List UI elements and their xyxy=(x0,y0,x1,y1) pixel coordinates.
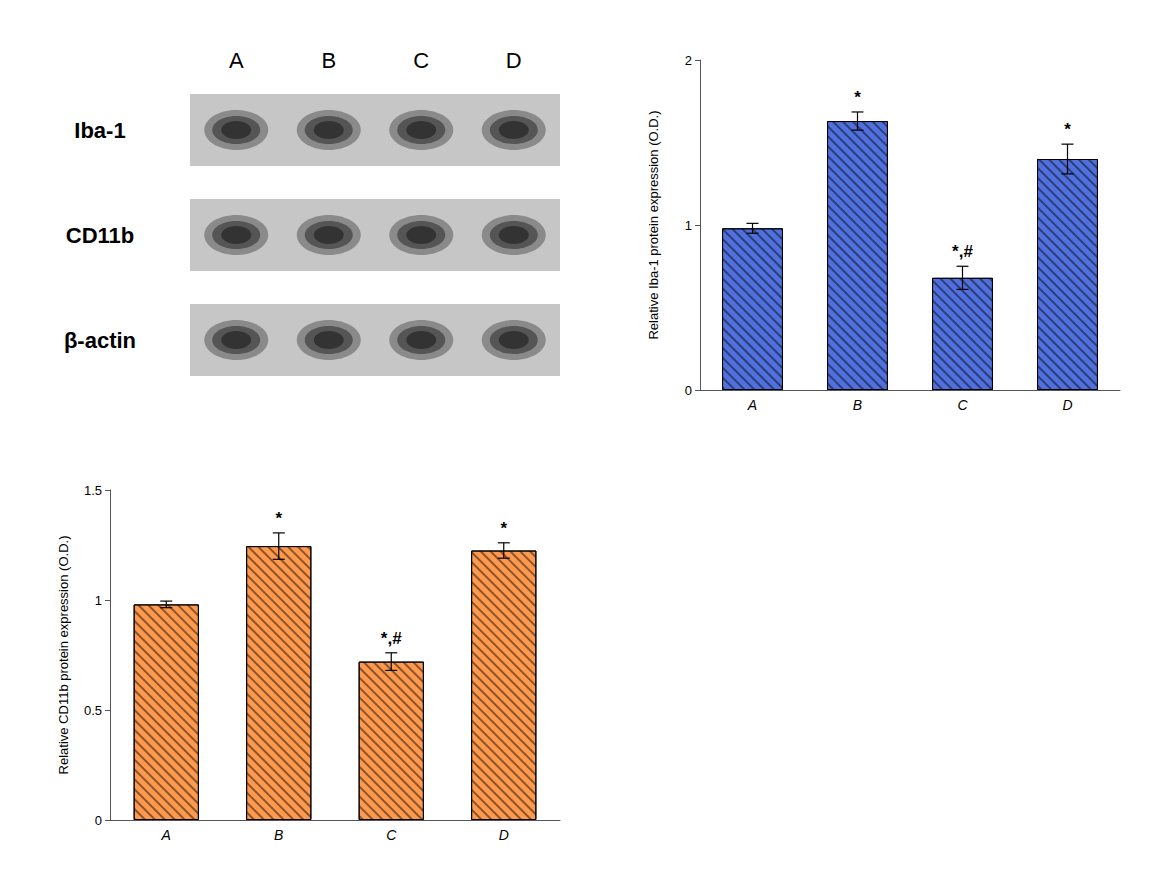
svg-text:D: D xyxy=(1062,397,1072,413)
svg-text:β-actin: β-actin xyxy=(64,328,136,353)
svg-text:C: C xyxy=(957,397,968,413)
svg-text:0: 0 xyxy=(685,383,692,398)
svg-text:Relative Iba-1 protein express: Relative Iba-1 protein expression (O.D.) xyxy=(646,110,661,339)
svg-text:*,#: *,# xyxy=(381,629,402,648)
svg-text:B: B xyxy=(321,48,336,73)
svg-text:*: * xyxy=(854,88,861,107)
svg-text:C: C xyxy=(386,827,397,843)
svg-text:0.5: 0.5 xyxy=(84,703,102,718)
svg-text:A: A xyxy=(747,397,757,413)
svg-text:*,#: *,# xyxy=(952,242,973,261)
svg-text:*: * xyxy=(275,509,282,528)
svg-text:2: 2 xyxy=(685,53,692,68)
svg-text:*: * xyxy=(1064,120,1071,139)
svg-text:Relative CD11b protein express: Relative CD11b protein expression (O.D.) xyxy=(56,536,71,775)
svg-text:B: B xyxy=(853,397,862,413)
svg-text:D: D xyxy=(506,48,522,73)
svg-text:D: D xyxy=(499,827,509,843)
svg-text:1: 1 xyxy=(95,593,102,608)
svg-text:A: A xyxy=(229,48,244,73)
svg-text:C: C xyxy=(413,48,429,73)
svg-text:1: 1 xyxy=(685,218,692,233)
svg-text:0: 0 xyxy=(95,813,102,828)
svg-text:B: B xyxy=(274,827,283,843)
svg-text:*: * xyxy=(500,519,507,538)
svg-text:Iba-1: Iba-1 xyxy=(74,118,125,143)
svg-text:A: A xyxy=(161,827,171,843)
svg-text:CD11b: CD11b xyxy=(66,223,134,248)
svg-text:1.5: 1.5 xyxy=(84,483,102,498)
